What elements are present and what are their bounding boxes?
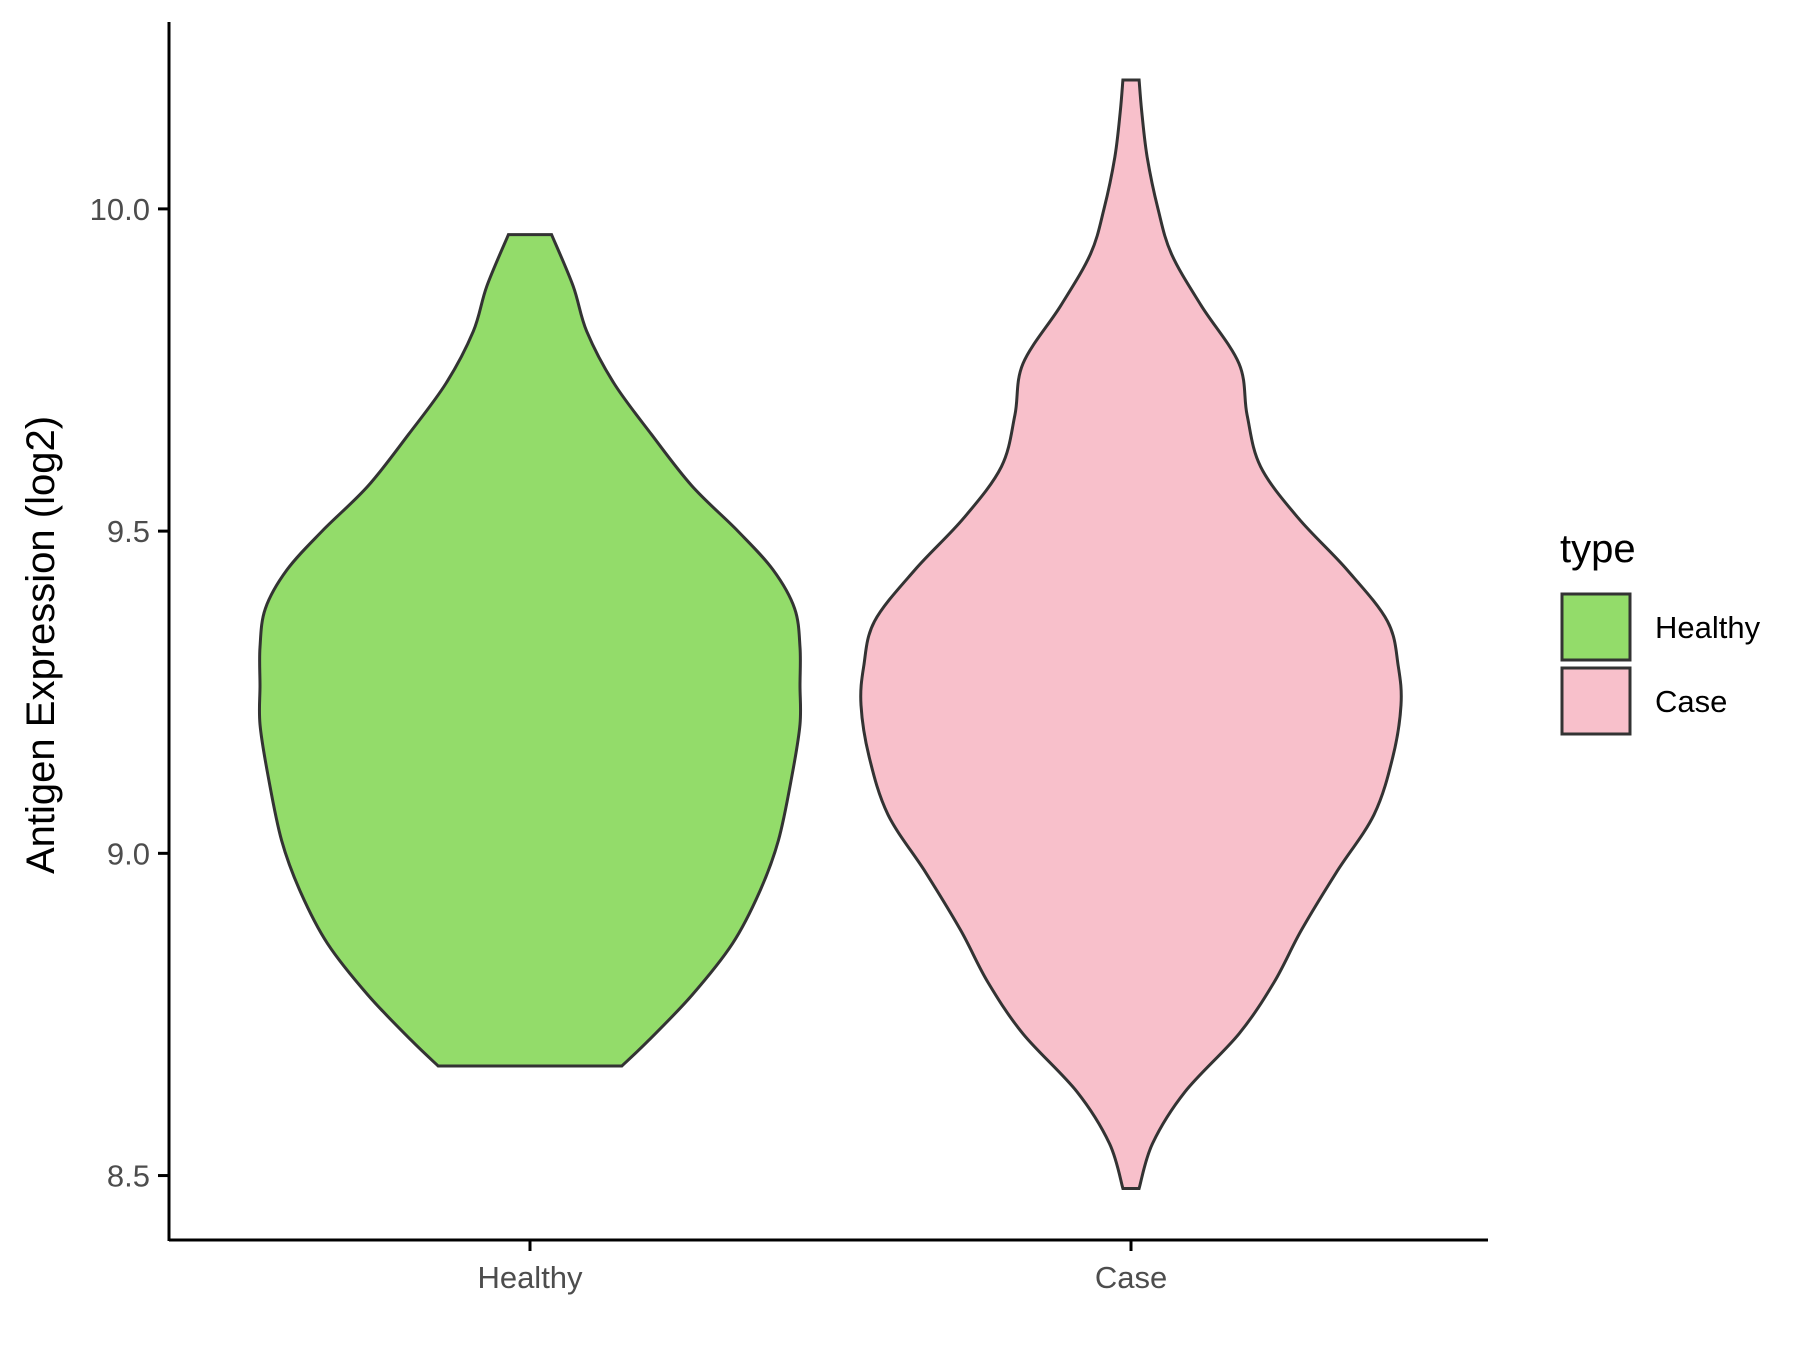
legend-label-case: Case [1655, 684, 1727, 719]
legend-label-healthy: Healthy [1655, 610, 1761, 645]
y-tick-label: 9.5 [107, 514, 150, 549]
violin-healthy [257, 233, 803, 1068]
violins [257, 78, 1403, 1190]
legend-key-healthy [1560, 592, 1632, 662]
legend: type Healthy Case [1560, 527, 1761, 736]
x-tick-label: Case [1095, 1260, 1167, 1295]
y-axis-ticks: 8.5 9.0 9.5 10.0 [90, 192, 169, 1194]
y-tick-label: 8.5 [107, 1159, 150, 1194]
y-tick-label: 10.0 [90, 192, 150, 227]
legend-title: type [1560, 527, 1636, 571]
y-tick-label: 9.0 [107, 836, 150, 871]
violin-case [859, 78, 1403, 1190]
x-axis-ticks: Healthy Case [477, 1240, 1167, 1295]
y-axis-title: Antigen Expression (log2) [19, 416, 63, 874]
x-tick-label: Healthy [477, 1260, 583, 1295]
legend-key-case [1560, 666, 1632, 736]
